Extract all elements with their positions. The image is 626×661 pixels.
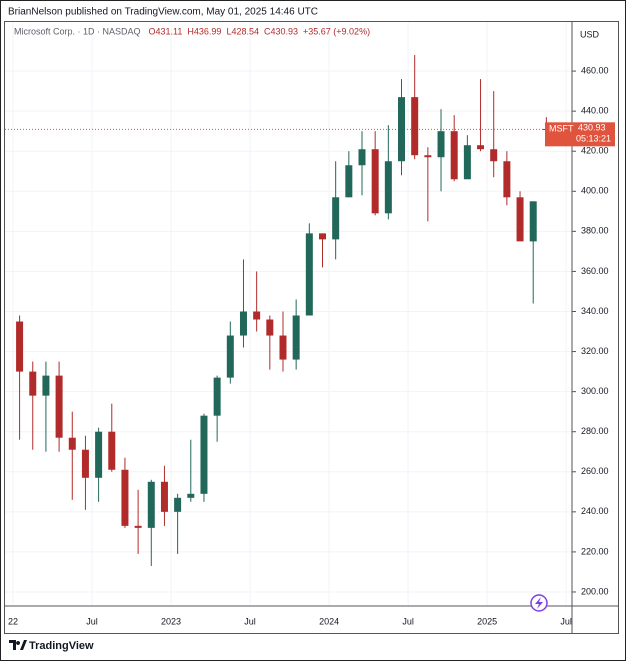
y-tick-label: 400.00 xyxy=(581,186,609,196)
chart-border xyxy=(4,21,619,634)
legend-title: Microsoft Corp. · 1D · NASDAQ xyxy=(14,26,141,36)
currency: USD xyxy=(580,29,600,39)
candle-body xyxy=(147,481,155,528)
candle-body xyxy=(318,233,326,240)
tradingview-logo xyxy=(9,640,27,650)
candle-body xyxy=(29,371,37,396)
candle-body xyxy=(200,415,208,494)
y-tick-label: 200.00 xyxy=(581,586,609,596)
x-tick-label: Jul xyxy=(402,616,414,626)
y-tick-label: 280.00 xyxy=(581,426,609,436)
ohlc-legend: C430.93 xyxy=(264,26,298,36)
candle-body xyxy=(266,319,274,336)
candle-body xyxy=(16,321,24,372)
candle-body xyxy=(174,497,182,512)
x-tick-label: Jul xyxy=(86,616,98,626)
ohlc-legend: H436.99 xyxy=(187,26,221,36)
candle-body xyxy=(398,97,406,162)
candle-body xyxy=(279,335,287,360)
candle-body xyxy=(490,149,498,162)
candle-body xyxy=(477,145,485,150)
candle-body xyxy=(239,311,247,336)
candle-body xyxy=(384,161,392,214)
y-tick-label: 340.00 xyxy=(581,306,609,316)
candle-body xyxy=(55,375,63,438)
ohlc-legend: O431.11 xyxy=(149,26,183,36)
candle-body xyxy=(42,375,50,396)
lightning-icon xyxy=(530,594,548,612)
x-tick-label: 2023 xyxy=(161,616,181,626)
price-tag xyxy=(545,122,615,147)
y-tick-label: 220.00 xyxy=(581,546,609,556)
x-tick-label: Jul xyxy=(560,616,572,626)
candle-body xyxy=(437,131,445,158)
y-tick-label: 440.00 xyxy=(581,106,609,116)
candle-body xyxy=(529,201,537,242)
candle-body xyxy=(81,449,89,478)
candle-body xyxy=(450,131,458,180)
candle-body xyxy=(503,161,511,198)
candle-body xyxy=(121,469,129,526)
candle-body xyxy=(358,149,366,166)
candle-body xyxy=(332,197,340,240)
plot xyxy=(5,22,572,606)
candle-body xyxy=(68,437,76,450)
candle-body xyxy=(424,155,432,158)
x-tick-label: 2025 xyxy=(477,616,497,626)
price-value: 430.93 xyxy=(578,123,606,133)
candle-body xyxy=(213,377,221,416)
candle-body xyxy=(345,165,353,198)
x-tick-label: 22 xyxy=(8,616,18,626)
ohlc-legend: +35.67 (+9.02%) xyxy=(303,26,370,36)
y-tick-label: 320.00 xyxy=(581,346,609,356)
y-tick-label: 360.00 xyxy=(581,266,609,276)
x-tick-label: 2024 xyxy=(319,616,339,626)
price-symbol: MSFT xyxy=(549,124,574,134)
publisher: BrianNelson published on TradingView.com… xyxy=(8,7,318,18)
price-countdown: 05:13:21 xyxy=(576,134,611,144)
candle-body xyxy=(160,481,168,512)
candle-body xyxy=(516,197,524,242)
candle-body xyxy=(226,335,234,378)
y-tick-label: 380.00 xyxy=(581,226,609,236)
y-tick-label: 260.00 xyxy=(581,466,609,476)
candle-body xyxy=(253,311,261,320)
y-tick-label: 300.00 xyxy=(581,386,609,396)
candle-body xyxy=(134,525,142,528)
candle-body xyxy=(292,315,300,360)
footer-brand: TradingView xyxy=(29,640,94,652)
y-tick-label: 460.00 xyxy=(581,65,609,75)
candle-body xyxy=(411,97,419,156)
x-tick-label: Jul xyxy=(244,616,256,626)
candle-body xyxy=(463,145,471,180)
candle-body xyxy=(95,431,103,478)
candle-body xyxy=(108,431,116,470)
candle-body xyxy=(305,233,313,316)
ohlc-legend: L428.54 xyxy=(226,26,259,36)
y-tick-label: 240.00 xyxy=(581,506,609,516)
candle-body xyxy=(187,493,195,498)
y-tick-label: 420.00 xyxy=(581,146,609,156)
candle-body xyxy=(371,149,379,214)
